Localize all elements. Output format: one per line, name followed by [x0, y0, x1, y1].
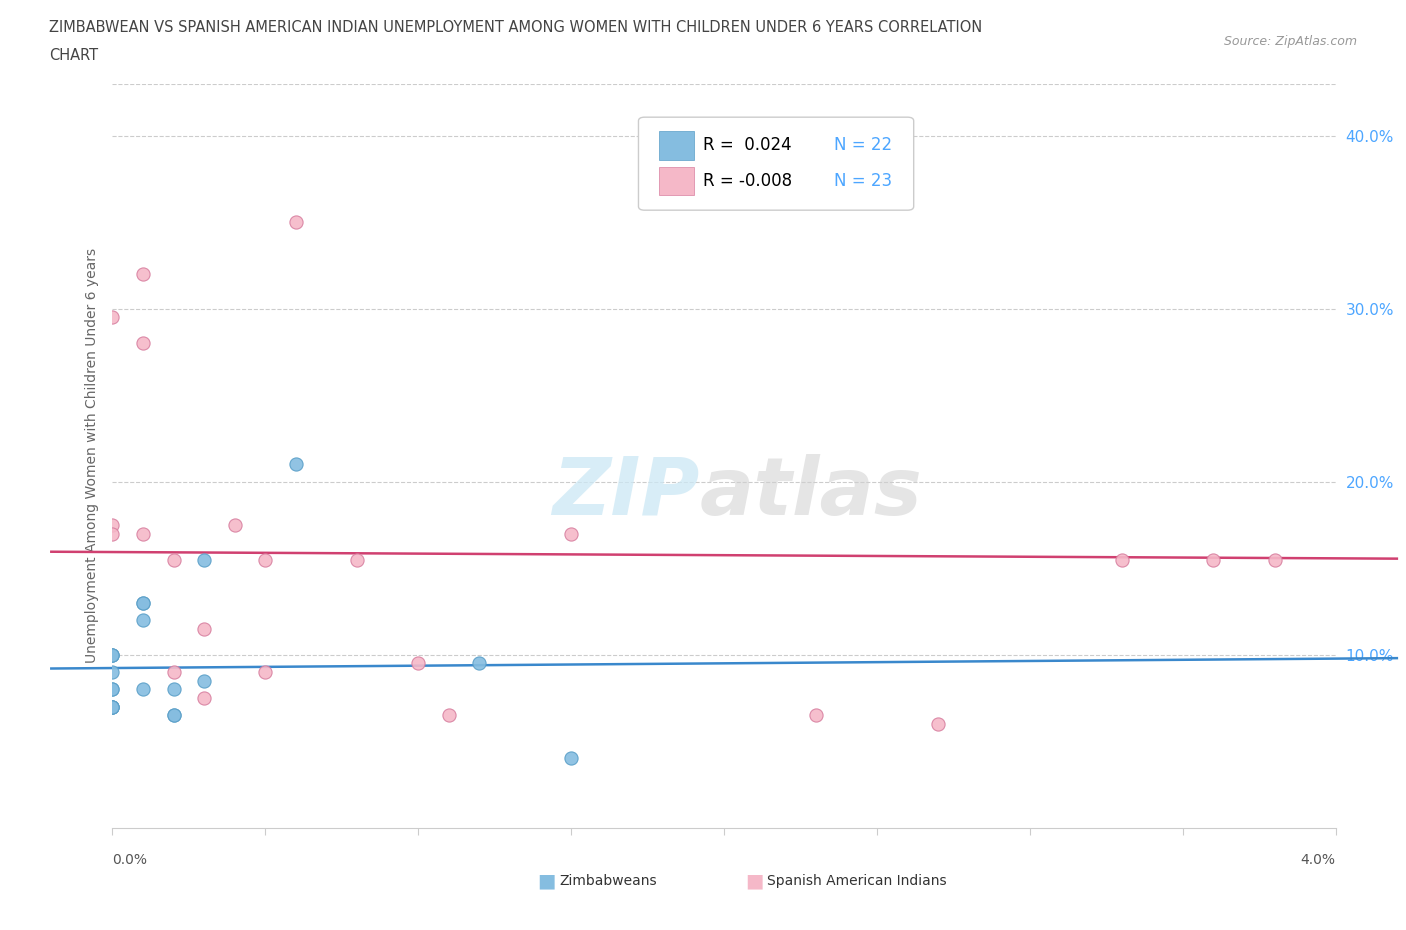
Point [163, 708, 186, 723]
Point [101, 682, 124, 697]
Point [101, 699, 124, 714]
Point [224, 517, 246, 532]
Text: ■: ■ [745, 871, 763, 891]
Point [101, 517, 124, 532]
Point [101, 699, 124, 714]
Point [193, 552, 215, 567]
Text: ■: ■ [537, 871, 555, 891]
Text: N = 23: N = 23 [834, 172, 893, 190]
Text: R = -0.008: R = -0.008 [703, 172, 793, 190]
Point [193, 621, 215, 636]
Point [163, 552, 186, 567]
Point [284, 215, 308, 230]
Point [132, 336, 155, 351]
Text: N = 22: N = 22 [834, 136, 893, 153]
Point [163, 665, 186, 680]
Point [101, 310, 124, 325]
Text: Source: ZipAtlas.com: Source: ZipAtlas.com [1223, 35, 1357, 48]
Point [1111, 552, 1133, 567]
Point [1202, 552, 1225, 567]
Point [560, 751, 582, 766]
Point [254, 552, 277, 567]
Point [927, 716, 949, 731]
Point [132, 267, 155, 282]
Point [101, 699, 124, 714]
FancyBboxPatch shape [638, 117, 914, 210]
Point [408, 656, 430, 671]
Bar [659, 131, 693, 160]
Point [468, 656, 491, 671]
Point [101, 647, 124, 662]
Y-axis label: Unemployment Among Women with Children Under 6 years: Unemployment Among Women with Children U… [84, 248, 98, 663]
Text: Spanish American Indians: Spanish American Indians [766, 874, 946, 888]
Point [804, 708, 827, 723]
Point [101, 665, 124, 680]
Point [437, 708, 460, 723]
Point [193, 673, 215, 688]
Point [254, 665, 277, 680]
Point [101, 682, 124, 697]
Point [163, 682, 186, 697]
Point [560, 526, 582, 541]
Point [132, 595, 155, 610]
Point [132, 595, 155, 610]
Point [163, 708, 186, 723]
Text: atlas: atlas [700, 454, 922, 532]
Point [132, 682, 155, 697]
Point [101, 699, 124, 714]
Point [193, 690, 215, 705]
Text: 4.0%: 4.0% [1301, 853, 1336, 867]
Text: CHART: CHART [49, 48, 98, 63]
Point [101, 526, 124, 541]
Point [132, 613, 155, 628]
Point [101, 647, 124, 662]
Bar [659, 167, 693, 195]
Point [1264, 552, 1286, 567]
Text: 0.0%: 0.0% [112, 853, 148, 867]
Point [284, 457, 308, 472]
Point [132, 526, 155, 541]
Text: ZIP: ZIP [553, 454, 700, 532]
Point [346, 552, 368, 567]
Point [101, 647, 124, 662]
Text: Zimbabweans: Zimbabweans [560, 874, 657, 888]
Text: R =  0.024: R = 0.024 [703, 136, 792, 153]
Text: ZIMBABWEAN VS SPANISH AMERICAN INDIAN UNEMPLOYMENT AMONG WOMEN WITH CHILDREN UND: ZIMBABWEAN VS SPANISH AMERICAN INDIAN UN… [49, 20, 983, 35]
